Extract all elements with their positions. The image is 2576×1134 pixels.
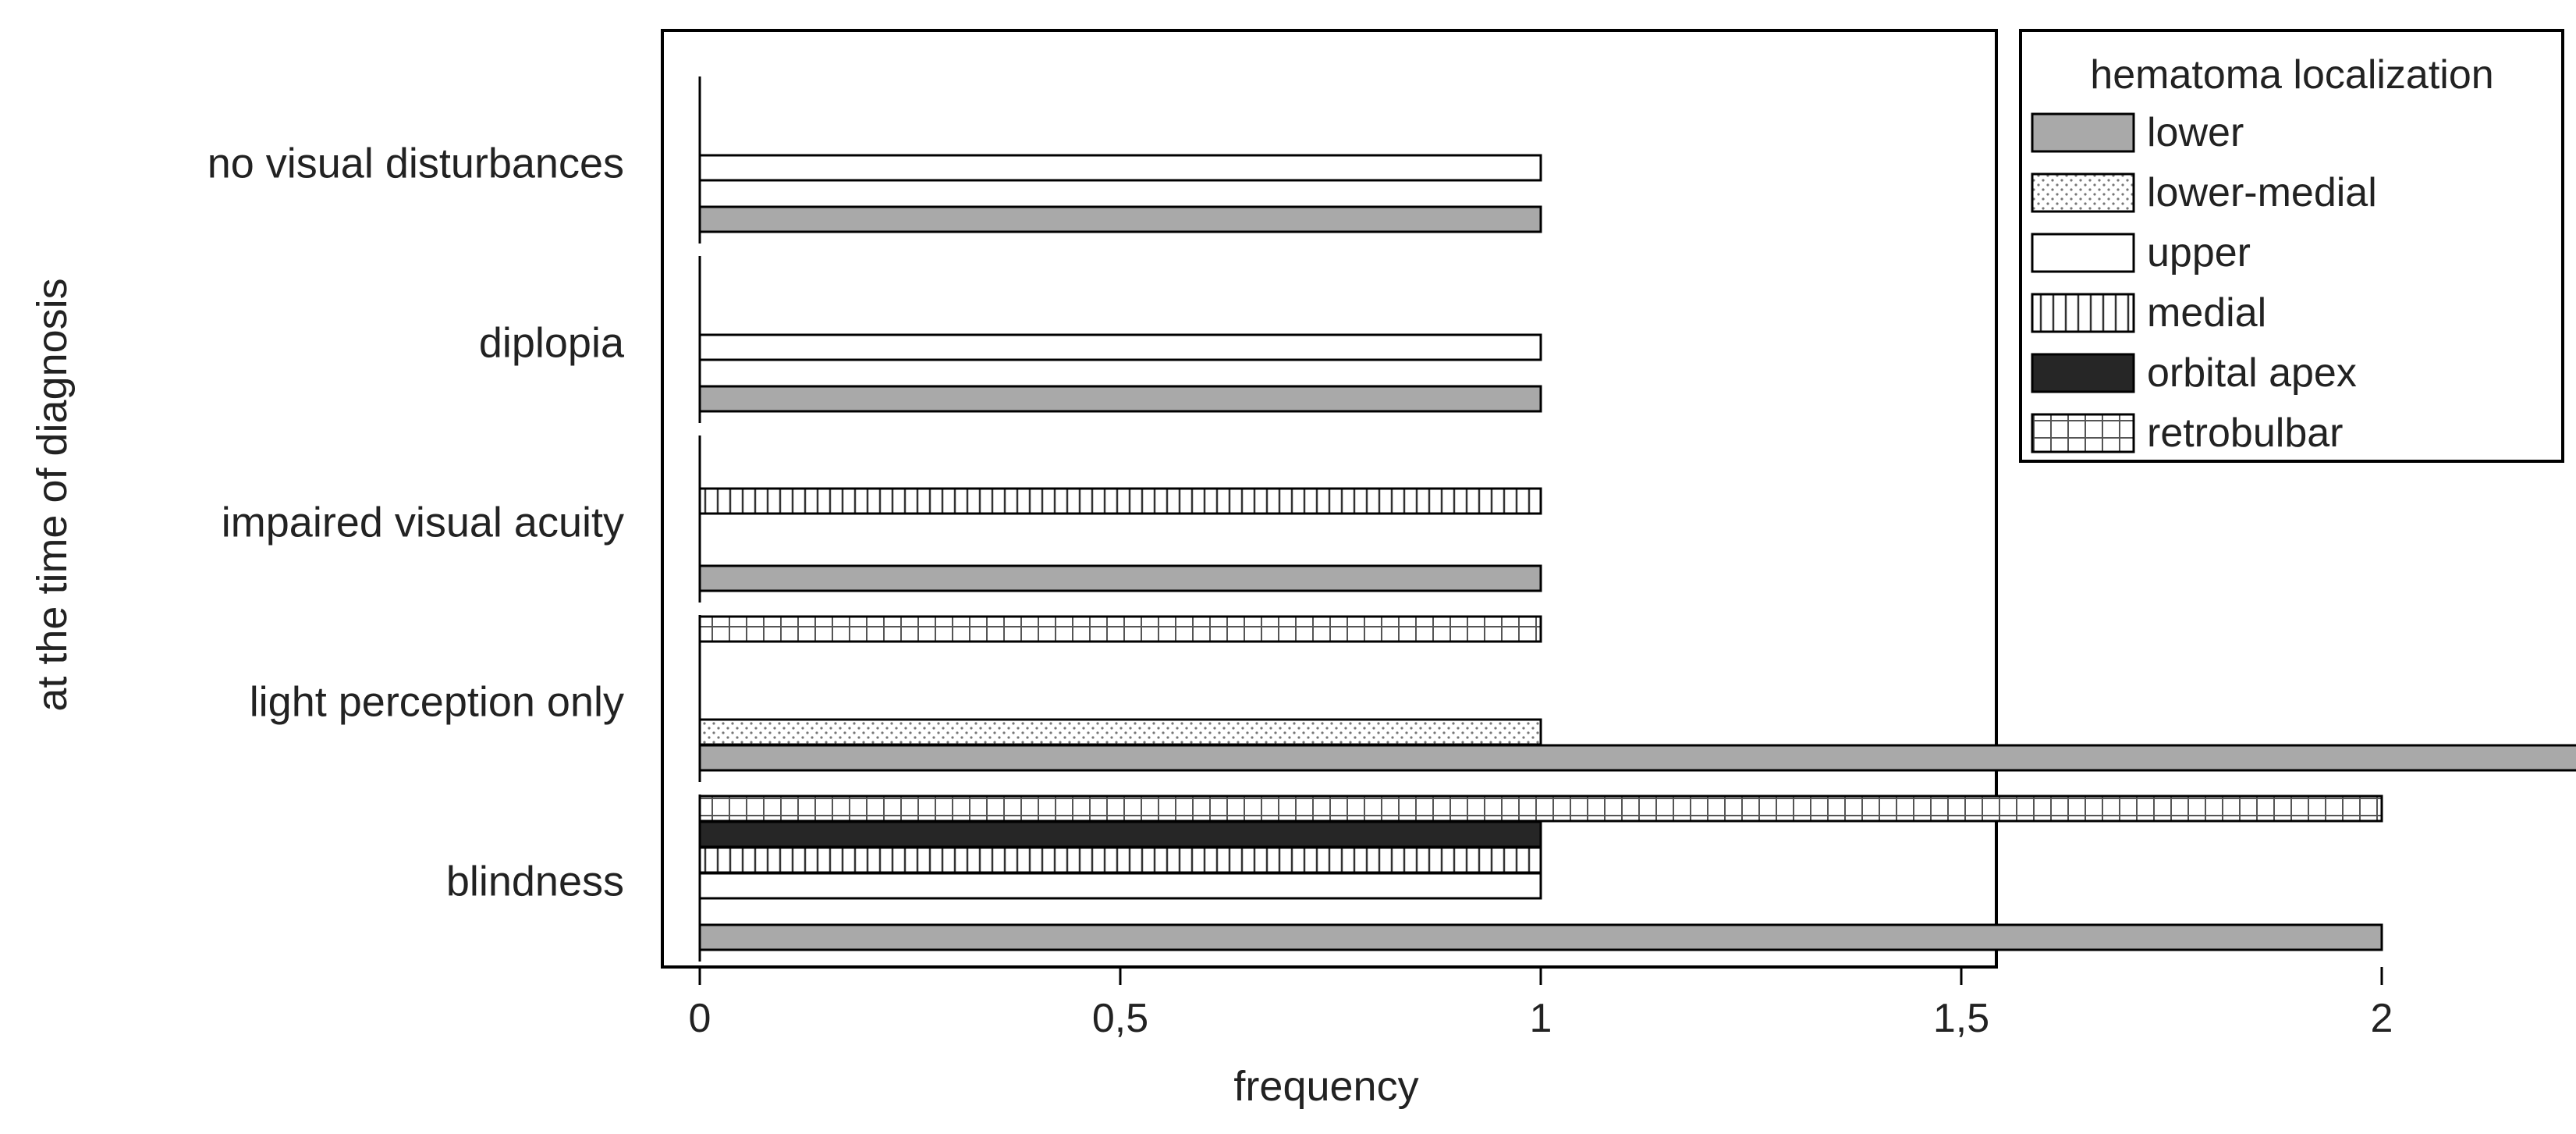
legend-label-medial: medial: [2147, 290, 2266, 336]
bar-lower-light-perception-only: [698, 744, 2576, 772]
legend-swatch-medial: [2031, 293, 2135, 333]
bar-upper-no-visual-disturbances: [698, 154, 1542, 182]
bar-orbital-apex-blindness: [698, 820, 1542, 848]
bar-lower-medial-light-perception-only: [698, 718, 1542, 746]
category-label: blindness: [446, 858, 624, 905]
bar-lower-impaired-visual-acuity: [698, 564, 1542, 592]
bar-medial-blindness: [698, 846, 1542, 874]
legend-label-upper: upper: [2147, 230, 2251, 276]
bar-lower-blindness: [698, 923, 2383, 951]
legend-swatch-orbital-apex: [2031, 353, 2135, 393]
category-label: no visual disturbances: [208, 140, 624, 187]
x-tick-label: 1,5: [1933, 996, 1989, 1041]
legend: hematoma localization lower lower-medial u…: [2019, 29, 2564, 463]
y-axis-title: at the time of diagnosis: [29, 278, 76, 711]
x-tick-label: 0: [689, 996, 711, 1041]
category-label: light perception only: [250, 679, 624, 726]
legend-swatch-lower-medial: [2031, 172, 2135, 213]
category-label: impaired visual acuity: [222, 499, 624, 546]
bar-upper-blindness: [698, 872, 1542, 900]
x-tick-label: 0,5: [1092, 996, 1148, 1041]
legend-label-orbital-apex: orbital apex: [2147, 350, 2357, 396]
legend-swatch-lower: [2031, 112, 2135, 153]
bar-retrobulbar-light-perception-only: [698, 615, 1542, 643]
plot-frame: [661, 29, 1998, 969]
x-axis-ticks: 00,511,522,53: [689, 967, 2393, 1041]
bar-retrobulbar-blindness: [698, 795, 2383, 823]
bar-lower-diplopia: [698, 385, 1542, 413]
x-tick-label: 2: [2371, 996, 2393, 1041]
bar-medial-impaired-visual-acuity: [698, 487, 1542, 515]
legend-title: hematoma localization: [2090, 52, 2493, 98]
legend-label-lower: lower: [2147, 110, 2244, 155]
x-tick-label: 1: [1530, 996, 1552, 1041]
bars: [698, 154, 2576, 951]
category-label: diplopia: [479, 320, 625, 367]
bar-upper-diplopia: [698, 333, 1542, 361]
legend-entries: lower lower-medial upper medial orbital apex…: [2031, 110, 2377, 456]
legend-swatch-retrobulbar: [2031, 413, 2135, 453]
legend-swatch-upper: [2031, 233, 2135, 273]
legend-label-lower-medial: lower-medial: [2147, 170, 2377, 215]
legend-label-retrobulbar: retrobulbar: [2147, 411, 2343, 456]
x-axis-title: frequency: [1233, 1063, 1418, 1110]
category-labels: no visual disturbances diplopia impaired v…: [208, 140, 625, 905]
bar-lower-no-visual-disturbances: [698, 205, 1542, 233]
